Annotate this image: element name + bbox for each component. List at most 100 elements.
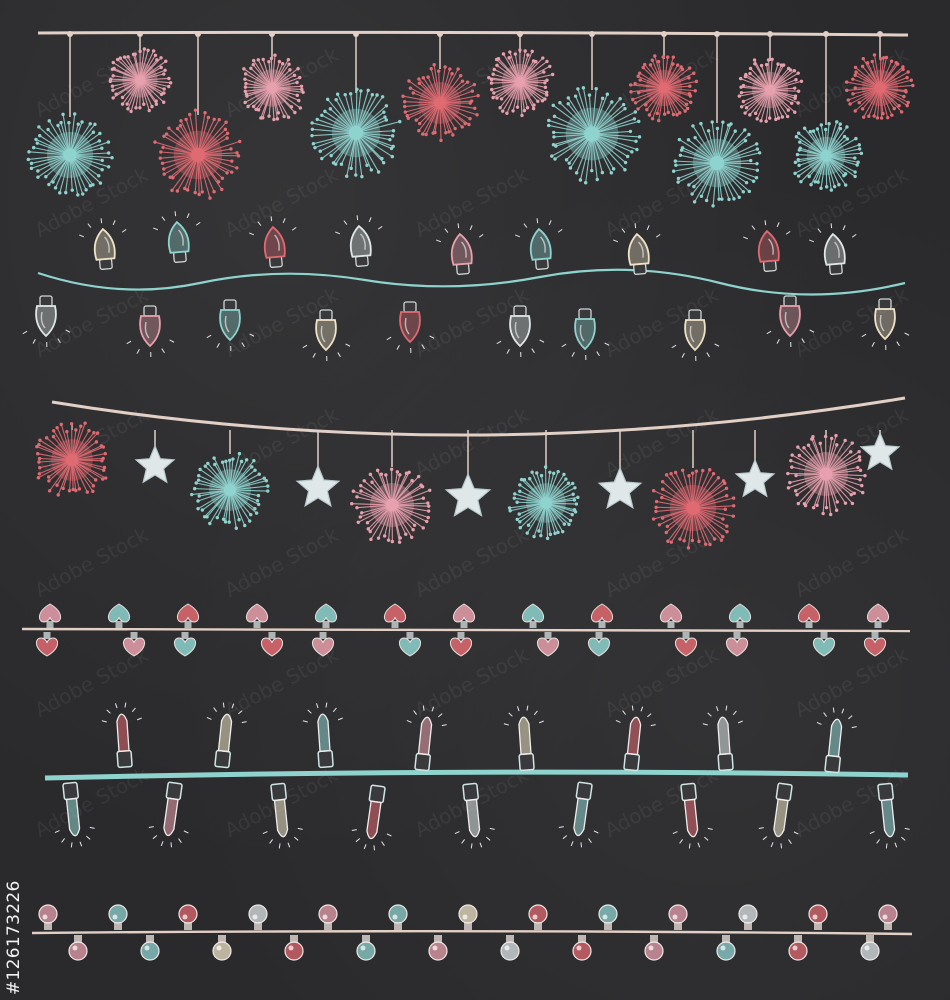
christmas-bulb	[302, 309, 351, 362]
burst-ornament	[786, 433, 867, 517]
round-bulb	[108, 904, 128, 930]
candle-light	[101, 702, 142, 769]
watermark-text: Adobe Stock	[601, 522, 723, 602]
candle-light	[351, 784, 392, 851]
heart-bulb	[591, 603, 613, 628]
round-bulb	[140, 935, 160, 961]
burst-ornament	[651, 467, 736, 550]
heart-bulb	[450, 632, 472, 657]
candle-light	[54, 781, 95, 848]
heart-bulb	[798, 603, 820, 628]
candle-light	[672, 782, 713, 849]
candle-light	[454, 782, 495, 849]
heart-bulb	[813, 632, 835, 657]
burst-ornament	[401, 63, 480, 143]
round-bulb	[878, 904, 898, 930]
garland-wire	[37, 268, 906, 296]
watermark-text: Adobe Stock	[791, 642, 913, 722]
watermark-text: Adobe Stock	[411, 522, 533, 602]
heart-bulb	[588, 632, 610, 657]
watermark-layer: Adobe Stock Adobe Stock Adobe Stock Adobe S…	[31, 0, 913, 842]
heart-bulb	[660, 603, 682, 628]
burst-ornament	[26, 112, 114, 197]
round-bulb	[572, 935, 592, 961]
watermark-text: Adobe Stock	[221, 162, 343, 242]
burst-ornament	[671, 120, 762, 208]
garland-heart-bulbs	[21, 603, 911, 657]
garland-candle-lights	[44, 702, 910, 851]
round-bulb	[808, 904, 828, 930]
candle-light	[406, 705, 447, 772]
burst-ornament	[629, 54, 699, 123]
star-ornament	[734, 458, 776, 498]
round-bulb	[68, 935, 88, 961]
round-bulb	[178, 904, 198, 930]
burst-ornament	[546, 86, 642, 185]
heart-bulb	[729, 603, 751, 628]
round-bulb	[644, 935, 664, 961]
candle-light	[702, 705, 743, 772]
burst-ornament	[35, 421, 108, 497]
garland-string	[37, 30, 909, 37]
christmas-bulb	[22, 295, 71, 348]
burst-ornament	[189, 451, 270, 530]
round-bulb	[284, 935, 304, 961]
garland-stars-and-bursts	[35, 396, 906, 550]
heart-bulb	[675, 632, 697, 657]
watermark-text: Adobe Stock	[601, 642, 723, 722]
watermark-text: Adobe Stock	[221, 0, 343, 2]
round-bulb	[500, 935, 520, 961]
candle-light	[503, 705, 544, 772]
round-bulb	[860, 935, 880, 961]
heart-bulb	[867, 603, 889, 628]
stock-id-label: #126173226	[4, 880, 24, 995]
round-bulb	[38, 904, 58, 930]
round-bulb	[318, 904, 338, 930]
watermark-text: Adobe Stock	[221, 402, 343, 482]
heart-bulb	[726, 632, 748, 657]
burst-ornament	[844, 53, 915, 120]
watermark-text: Adobe Stock	[791, 0, 913, 2]
watermark-text: Adobe Stock	[411, 642, 533, 722]
heart-bulb	[522, 603, 544, 628]
watermark-text: Adobe Stock	[791, 522, 913, 602]
christmas-bulb	[613, 223, 661, 275]
heart-bulb	[261, 632, 283, 657]
star-ornament	[597, 466, 643, 510]
burst-ornament	[242, 53, 305, 122]
heart-bulb	[315, 603, 337, 628]
heart-bulb	[537, 632, 559, 657]
burst-ornament	[487, 48, 555, 118]
garland-wire	[31, 930, 913, 936]
burst-ornament	[793, 120, 864, 192]
heart-bulb	[864, 632, 886, 657]
christmas-bulb	[386, 301, 435, 354]
watermark-text: Adobe Stock	[601, 0, 723, 2]
christmas-bulb	[249, 216, 297, 268]
round-bulb	[716, 935, 736, 961]
christmas-bulb	[809, 223, 857, 275]
round-bulb	[356, 935, 376, 961]
star-ornament	[134, 444, 176, 484]
round-bulb	[388, 904, 408, 930]
heart-bulb	[36, 632, 58, 657]
christmas-bulb	[743, 220, 791, 272]
round-bulb	[528, 904, 548, 930]
christmas-bulb	[561, 308, 610, 361]
burst-ornament	[108, 47, 173, 114]
watermark-text: Adobe Stock	[221, 522, 343, 602]
candle-light	[816, 707, 857, 774]
burst-ornament	[507, 465, 580, 541]
heart-bulb	[399, 632, 421, 657]
candle-light	[615, 705, 656, 772]
round-bulb	[212, 935, 232, 961]
round-bulb	[738, 904, 758, 930]
heart-bulb	[177, 603, 199, 628]
burst-ornament	[737, 57, 804, 123]
christmas-bulb	[861, 298, 910, 351]
watermark-text: Adobe Stock	[31, 0, 153, 2]
round-bulb	[788, 935, 808, 961]
christmas-bulb	[79, 218, 127, 270]
candle-light	[758, 782, 799, 849]
candle-light	[302, 702, 343, 769]
